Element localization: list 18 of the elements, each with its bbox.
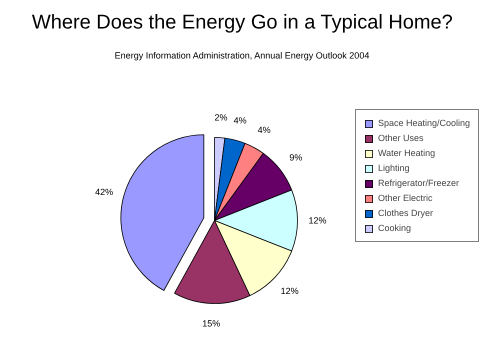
legend-label: Other Electric — [378, 193, 433, 203]
data-label: 9% — [289, 152, 302, 162]
chart-subtitle: Energy Information Administration, Annual Energy Outlook 2004 — [114, 50, 370, 60]
legend-label: Lighting — [378, 163, 410, 173]
legend-label: Water Heating — [378, 148, 436, 158]
legend-label: Other Uses — [378, 133, 424, 143]
data-label: 2% — [214, 112, 228, 123]
legend-label: Space Heating/Cooling — [378, 118, 470, 128]
data-label: 4% — [234, 116, 247, 126]
data-label: 12% — [280, 286, 299, 296]
chart-title: Where Does the Energy Go in a Typical Home? — [32, 12, 453, 34]
data-label: 15% — [202, 318, 220, 328]
data-label: 12% — [308, 216, 327, 226]
legend-label: Refrigerator/Freezer — [378, 178, 460, 188]
legend-label: Clothes Dryer — [378, 208, 434, 218]
legend-label: Cooking — [378, 223, 412, 233]
data-label: 4% — [258, 125, 271, 136]
data-label: 42% — [95, 187, 114, 198]
